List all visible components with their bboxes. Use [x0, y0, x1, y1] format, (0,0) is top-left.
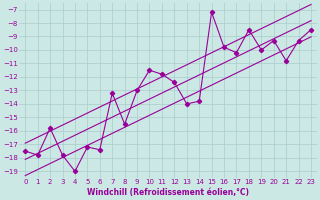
X-axis label: Windchill (Refroidissement éolien,°C): Windchill (Refroidissement éolien,°C)	[87, 188, 249, 197]
